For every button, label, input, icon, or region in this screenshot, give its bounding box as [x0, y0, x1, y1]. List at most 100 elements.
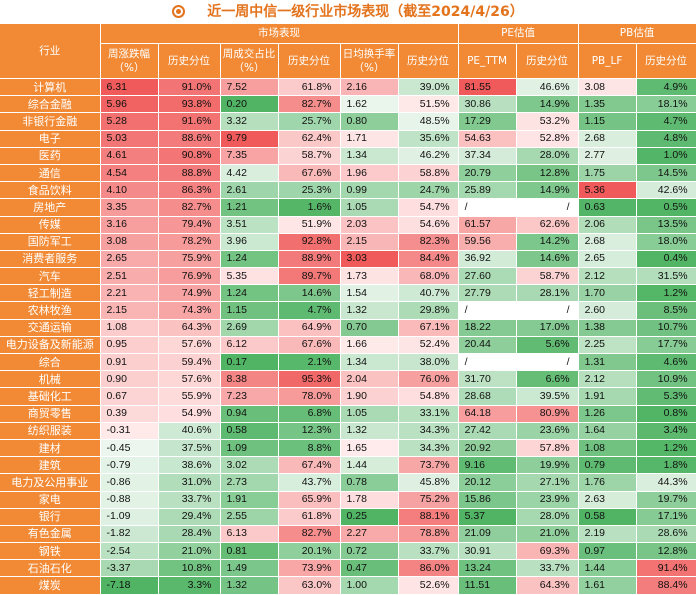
industry-name: 交通运输	[0, 319, 101, 337]
pb-lf: 1.91	[578, 387, 637, 406]
daily-turnover: 0.25	[340, 508, 399, 526]
weekly-change-pct: 55.9%	[158, 387, 221, 406]
table-row: 电力设备及新能源 0.95 57.6% 6.12 67.6% 1.66 52.4% 20.44…	[0, 336, 696, 355]
weekly-change-pct: 79.4%	[158, 216, 221, 234]
group-pb: PB估值	[578, 24, 696, 44]
industry-name: 综合	[0, 353, 101, 372]
industry-name: 家电	[0, 491, 101, 509]
pb-lf: 2.25	[578, 336, 637, 355]
pb-lf-pct: 17.1%	[636, 508, 696, 526]
pe-ttm-pct: 58.7%	[516, 267, 579, 286]
pe-ttm: 30.91	[458, 542, 517, 561]
turnover-ratio-pct: 64.9%	[278, 319, 341, 337]
pe-ttm-pct: 52.8%	[516, 130, 579, 148]
daily-turnover-pct: 46.2%	[398, 147, 459, 165]
daily-turnover: 0.47	[340, 559, 399, 578]
table-row: 传媒 3.16 79.4% 3.51 51.9% 2.03 54.6% 61.57 62.6% 2…	[0, 216, 696, 234]
pb-lf: 0.97	[578, 542, 637, 561]
weekly-change: -0.45	[100, 439, 159, 458]
pb-lf: 2.12	[578, 370, 637, 389]
daily-turnover-pct: 54.7%	[398, 198, 459, 217]
turnover-ratio-pct: 2.1%	[278, 353, 341, 372]
turnover-ratio-pct: 67.4%	[278, 456, 341, 475]
pb-lf-pct: 19.7%	[636, 491, 696, 509]
turnover-ratio-pct: 67.6%	[278, 164, 341, 183]
weekly-change-pct: 57.6%	[158, 336, 221, 355]
daily-turnover-pct: 34.3%	[398, 439, 459, 458]
pb-lf-pct: 44.3%	[636, 473, 696, 492]
pe-ttm: 20.79	[458, 164, 517, 183]
table-row: 机械 0.90 57.6% 8.38 95.3% 2.04 76.0% 31.70 6.6% 2.…	[0, 370, 696, 389]
pe-ttm: 27.79	[458, 284, 517, 303]
turnover-ratio: 2.61	[220, 181, 279, 200]
header-industry: 行业	[0, 24, 101, 79]
header-pb-lf: PB_LF	[578, 43, 637, 79]
pe-ttm: /	[458, 198, 517, 217]
turnover-ratio-pct: 63.0%	[278, 576, 341, 595]
turnover-ratio: 8.38	[220, 370, 279, 389]
table-row: 交通运输 1.08 64.3% 2.69 64.9% 0.70 67.1% 18.22 17.0…	[0, 319, 696, 337]
daily-turnover: 2.04	[340, 370, 399, 389]
weekly-change: 5.03	[100, 130, 159, 148]
weekly-change: 2.51	[100, 267, 159, 286]
weekly-change-pct: 78.2%	[158, 233, 221, 251]
daily-turnover-pct: 24.7%	[398, 181, 459, 200]
pb-lf-pct: 42.6%	[636, 181, 696, 200]
daily-turnover-pct: 45.8%	[398, 473, 459, 492]
pe-ttm: 64.18	[458, 405, 517, 423]
turnover-ratio: 2.73	[220, 473, 279, 492]
pe-ttm-pct: /	[516, 198, 579, 217]
turnover-ratio-pct: 58.7%	[278, 147, 341, 165]
daily-turnover-pct: 33.7%	[398, 542, 459, 561]
pe-ttm-pct: 19.9%	[516, 456, 579, 475]
table-row: 通信 4.54 88.8% 4.42 67.6% 1.96 58.8% 20.79 12.8% 1…	[0, 164, 696, 183]
pb-lf: 1.08	[578, 439, 637, 458]
industry-name: 建材	[0, 439, 101, 458]
turnover-ratio-pct: 12.3%	[278, 422, 341, 440]
pe-ttm: 21.09	[458, 525, 517, 544]
weekly-change-pct: 75.9%	[158, 250, 221, 269]
industry-name: 非银行金融	[0, 112, 101, 131]
industry-name: 消费者服务	[0, 250, 101, 269]
turnover-ratio-pct: 61.8%	[278, 508, 341, 526]
pb-lf-pct: 10.7%	[636, 319, 696, 337]
weekly-change-pct: 31.0%	[158, 473, 221, 492]
pb-lf: 1.35	[578, 95, 637, 114]
pb-lf-pct: 17.7%	[636, 336, 696, 355]
turnover-ratio-pct: 82.7%	[278, 95, 341, 114]
industry-performance-table: 行业 市场表现 PE估值 PB估值 周涨跌幅（%） 历史分位 周成交占比（%） …	[0, 24, 696, 595]
turnover-ratio-pct: 25.7%	[278, 112, 341, 131]
weekly-change: 3.35	[100, 198, 159, 217]
weekly-change: 5.96	[100, 95, 159, 114]
weekly-change-pct: 74.9%	[158, 284, 221, 303]
table-row: 综合金融 5.96 93.8% 0.20 82.7% 1.62 51.5% 30.86 14.9…	[0, 95, 696, 114]
industry-name: 建筑	[0, 456, 101, 475]
turnover-ratio: 2.55	[220, 508, 279, 526]
pb-lf-pct: 4.8%	[636, 130, 696, 148]
table-row: 建筑 -0.79 38.6% 3.02 67.4% 1.44 73.7% 9.16 19.9% 0…	[0, 456, 696, 475]
table-row: 有色金属 -1.82 28.4% 6.13 82.7% 2.27 78.8% 21.09 21.…	[0, 525, 696, 544]
daily-turnover: 1.44	[340, 456, 399, 475]
pb-lf-pct: 3.4%	[636, 422, 696, 440]
pe-ttm: 36.92	[458, 250, 517, 269]
weekly-change: -1.09	[100, 508, 159, 526]
pe-ttm-pct: 23.6%	[516, 422, 579, 440]
table-row: 电子 5.03 88.6% 9.79 62.4% 1.71 35.6% 54.63 52.8% 2…	[0, 130, 696, 148]
header-hist-pct: 历史分位	[636, 43, 696, 79]
weekly-change-pct: 33.7%	[158, 491, 221, 509]
weekly-change: 3.08	[100, 233, 159, 251]
pb-lf: 1.31	[578, 353, 637, 372]
turnover-ratio-pct: 89.7%	[278, 267, 341, 286]
daily-turnover: 1.05	[340, 198, 399, 217]
turnover-ratio-pct: 61.8%	[278, 78, 341, 97]
table-row: 消费者服务 2.65 75.9% 1.24 88.9% 3.03 84.4% 36.92 14.…	[0, 250, 696, 269]
industry-name: 银行	[0, 508, 101, 526]
turnover-ratio: 5.35	[220, 267, 279, 286]
pe-ttm: 27.60	[458, 267, 517, 286]
weekly-change-pct: 82.7%	[158, 198, 221, 217]
daily-turnover: 1.32	[340, 422, 399, 440]
industry-name: 机械	[0, 370, 101, 389]
pe-ttm-pct: 17.0%	[516, 319, 579, 337]
pb-lf-pct: 0.5%	[636, 198, 696, 217]
daily-turnover-pct: 48.5%	[398, 112, 459, 131]
